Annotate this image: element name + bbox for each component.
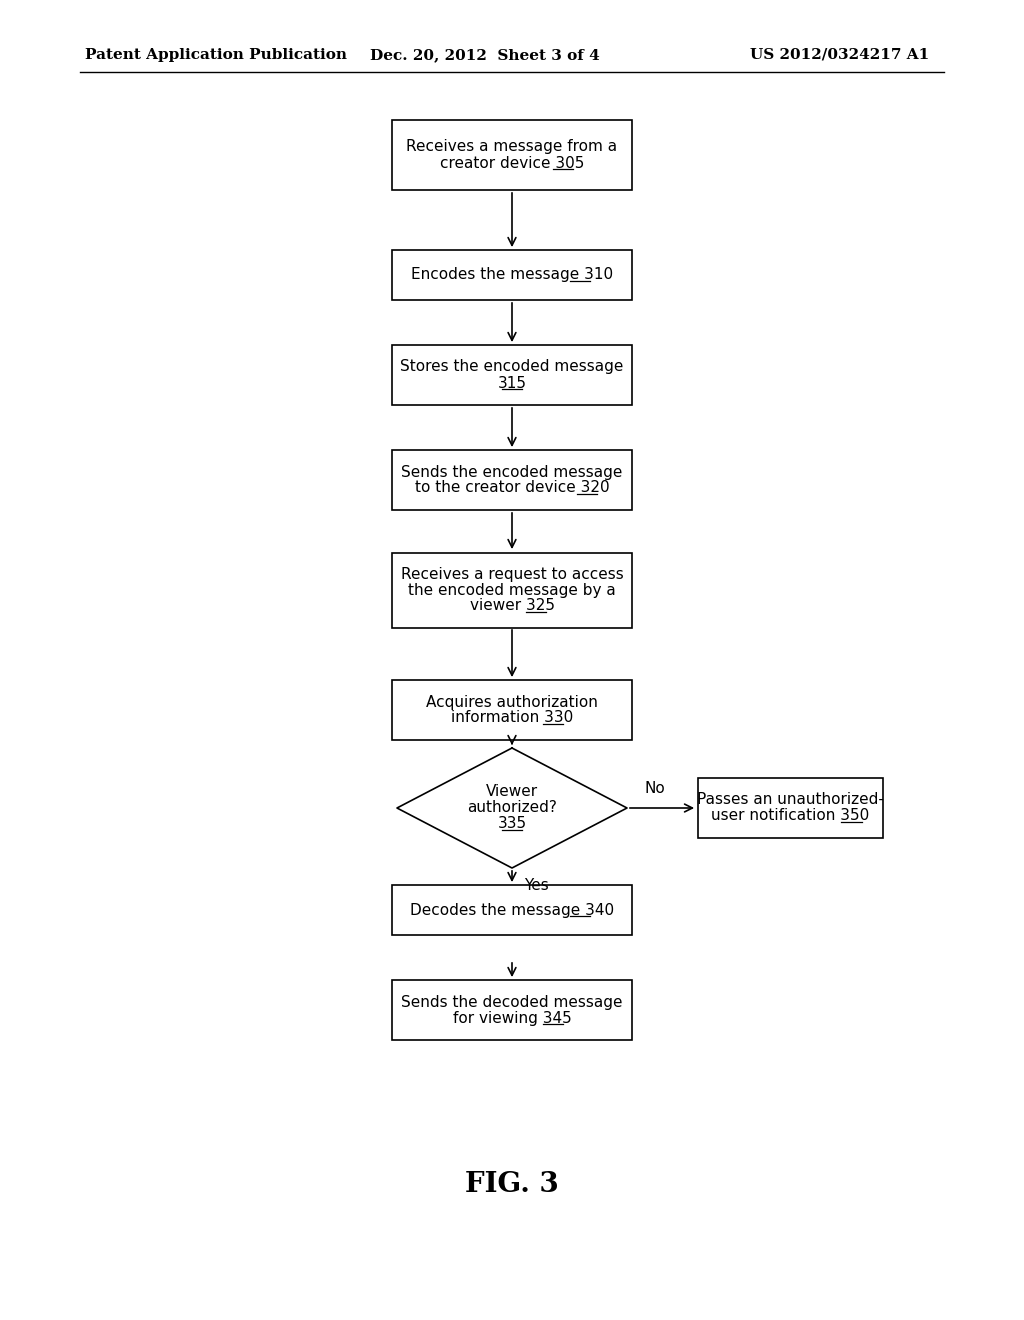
Bar bbox=[697, 777, 883, 838]
Text: creator device 305: creator device 305 bbox=[440, 156, 584, 170]
Text: authorized?: authorized? bbox=[467, 800, 557, 816]
Bar bbox=[392, 120, 632, 190]
Bar bbox=[392, 884, 632, 935]
Text: Decodes the message 340: Decodes the message 340 bbox=[410, 903, 614, 917]
Text: viewer 325: viewer 325 bbox=[469, 598, 555, 614]
Text: information 330: information 330 bbox=[451, 710, 573, 726]
Text: Passes an unauthorized-: Passes an unauthorized- bbox=[696, 792, 884, 808]
Bar bbox=[392, 345, 632, 405]
Text: Sends the decoded message: Sends the decoded message bbox=[401, 994, 623, 1010]
Text: Receives a message from a: Receives a message from a bbox=[407, 140, 617, 154]
Text: No: No bbox=[645, 781, 666, 796]
Text: Encodes the message 310: Encodes the message 310 bbox=[411, 268, 613, 282]
Text: US 2012/0324217 A1: US 2012/0324217 A1 bbox=[750, 48, 929, 62]
Bar bbox=[392, 680, 632, 741]
Bar bbox=[392, 450, 632, 510]
Text: Dec. 20, 2012  Sheet 3 of 4: Dec. 20, 2012 Sheet 3 of 4 bbox=[370, 48, 600, 62]
Text: Patent Application Publication: Patent Application Publication bbox=[85, 48, 347, 62]
Text: the encoded message by a: the encoded message by a bbox=[409, 582, 615, 598]
Text: Viewer: Viewer bbox=[486, 784, 538, 800]
Text: Acquires authorization: Acquires authorization bbox=[426, 694, 598, 710]
Text: for viewing 345: for viewing 345 bbox=[453, 1011, 571, 1026]
Text: user notification 350: user notification 350 bbox=[711, 808, 869, 824]
Text: Receives a request to access: Receives a request to access bbox=[400, 566, 624, 582]
Text: 335: 335 bbox=[498, 817, 526, 832]
Text: Yes: Yes bbox=[524, 878, 549, 894]
Text: 315: 315 bbox=[498, 375, 526, 391]
Bar bbox=[392, 553, 632, 627]
Bar bbox=[392, 249, 632, 300]
Text: FIG. 3: FIG. 3 bbox=[465, 1172, 559, 1199]
Text: Stores the encoded message: Stores the encoded message bbox=[400, 359, 624, 375]
Bar bbox=[392, 979, 632, 1040]
Text: Sends the encoded message: Sends the encoded message bbox=[401, 465, 623, 479]
Text: to the creator device 320: to the creator device 320 bbox=[415, 480, 609, 495]
